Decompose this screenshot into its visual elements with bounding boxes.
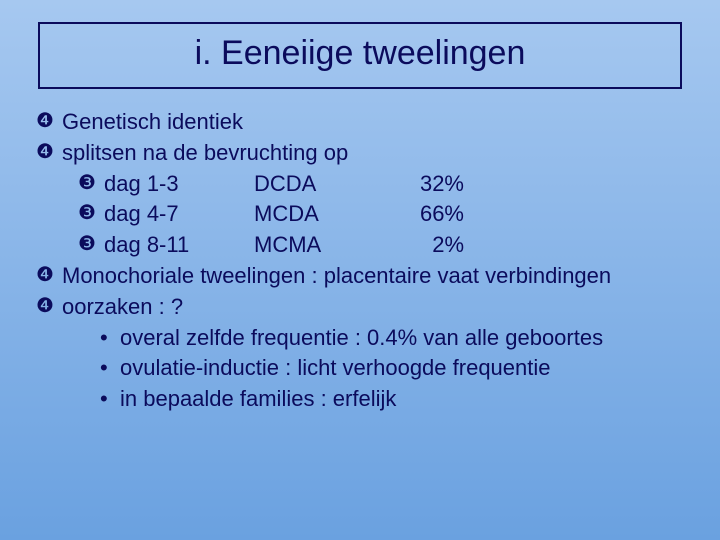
text-genetisch: Genetisch identiek xyxy=(62,107,692,138)
content-area: ❹ Genetisch identiek ❹ splitsen na de be… xyxy=(36,107,692,415)
split-pct: 2% xyxy=(394,230,464,261)
split-code: DCDA xyxy=(254,169,394,200)
cause-row: • ovulatie-inductie : licht verhoogde fr… xyxy=(100,353,692,384)
check-icon: ❸ xyxy=(78,230,104,258)
split-day: dag 1-3 xyxy=(104,169,254,200)
text-splitsen: splitsen na de bevruchting op xyxy=(62,138,692,169)
dot-icon: • xyxy=(100,353,120,384)
cause-text: in bepaalde families : erfelijk xyxy=(120,384,396,415)
split-code: MCDA xyxy=(254,199,394,230)
bullet-splitsen: ❹ splitsen na de bevruchting op xyxy=(36,138,692,169)
dot-icon: • xyxy=(100,384,120,415)
bullet-genetisch: ❹ Genetisch identiek xyxy=(36,107,692,138)
split-row: ❸ dag 1-3 DCDA 32% xyxy=(78,169,692,200)
check-icon: ❹ xyxy=(36,292,62,320)
split-day: dag 4-7 xyxy=(104,199,254,230)
bullet-oorzaken: ❹ oorzaken : ? xyxy=(36,292,692,323)
split-code: MCMA xyxy=(254,230,394,261)
split-pct: 32% xyxy=(394,169,464,200)
cause-text: ovulatie-inductie : licht verhoogde freq… xyxy=(120,353,551,384)
split-row: ❸ dag 4-7 MCDA 66% xyxy=(78,199,692,230)
check-icon: ❹ xyxy=(36,107,62,135)
dot-icon: • xyxy=(100,323,120,354)
cause-row: • in bepaalde families : erfelijk xyxy=(100,384,692,415)
cause-text: overal zelfde frequentie : 0.4% van alle… xyxy=(120,323,603,354)
text-monochoriale: Monochoriale tweelingen : placentaire va… xyxy=(62,261,692,292)
split-row: ❸ dag 8-11 MCMA 2% xyxy=(78,230,692,261)
cause-row: • overal zelfde frequentie : 0.4% van al… xyxy=(100,323,692,354)
title-box: i. Eeneiige tweelingen xyxy=(38,22,682,89)
check-icon: ❹ xyxy=(36,138,62,166)
bullet-monochoriale: ❹ Monochoriale tweelingen : placentaire … xyxy=(36,261,692,292)
check-icon: ❹ xyxy=(36,261,62,289)
text-oorzaken: oorzaken : ? xyxy=(62,292,692,323)
check-icon: ❸ xyxy=(78,169,104,197)
split-pct: 66% xyxy=(394,199,464,230)
check-icon: ❸ xyxy=(78,199,104,227)
split-day: dag 8-11 xyxy=(104,230,254,261)
slide-title: i. Eeneiige tweelingen xyxy=(195,34,526,72)
